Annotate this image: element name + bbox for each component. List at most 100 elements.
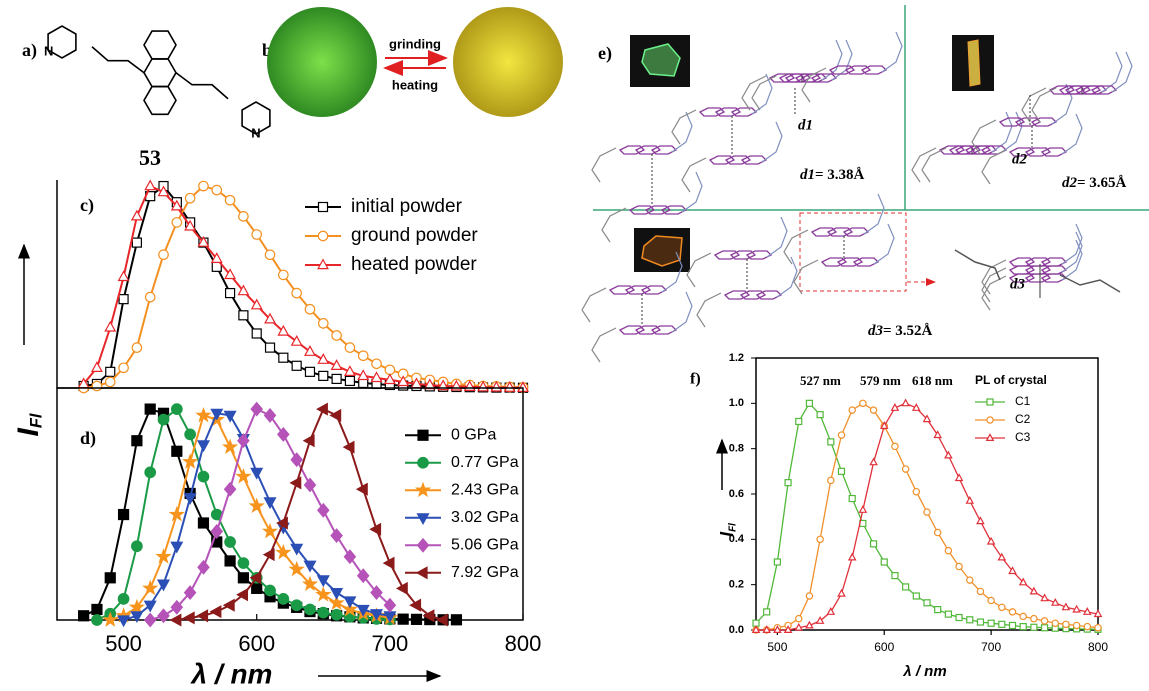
- ring: [810, 73, 838, 83]
- marker: [435, 613, 448, 627]
- highlight-box: [799, 212, 907, 292]
- marker: [183, 493, 197, 505]
- legend-label: C1: [1015, 394, 1031, 408]
- y-tick-label: 0.8: [729, 443, 744, 455]
- marker: [1050, 597, 1060, 606]
- ring: [778, 73, 806, 83]
- marker: [224, 194, 236, 206]
- marker: [224, 536, 236, 548]
- side-ring: [671, 291, 693, 333]
- marker: [341, 600, 358, 617]
- legend-label: 3.02 GPa: [451, 509, 519, 526]
- marker: [197, 517, 210, 529]
- marker: [955, 562, 963, 571]
- marker: [209, 605, 222, 619]
- marker: [184, 428, 196, 441]
- ring: [713, 250, 741, 260]
- side-ring: [1061, 239, 1083, 281]
- marker: [331, 330, 342, 341]
- marker: [816, 535, 824, 544]
- marker: [827, 476, 835, 485]
- marker: [91, 614, 103, 626]
- marker: [416, 537, 430, 553]
- marker: [304, 303, 316, 315]
- marker: [869, 457, 878, 466]
- ring: [998, 117, 1026, 127]
- x-tick-label: 800: [1088, 640, 1108, 654]
- side-ring: [766, 216, 788, 258]
- marker: [237, 284, 250, 296]
- series-line: [83, 184, 524, 389]
- marker: [264, 584, 276, 597]
- marker: [331, 373, 342, 385]
- process-label: grinding: [389, 36, 441, 51]
- marker: [224, 268, 237, 280]
- marker: [118, 294, 129, 305]
- marker: [355, 482, 368, 496]
- marker: [184, 219, 197, 231]
- marker: [197, 559, 210, 575]
- marker: [144, 291, 156, 303]
- marker: [923, 508, 931, 516]
- ring: [938, 145, 966, 155]
- marker: [275, 544, 292, 560]
- marker: [222, 598, 235, 612]
- marker: [117, 508, 130, 521]
- marker: [879, 421, 889, 429]
- ring: [143, 85, 177, 116]
- distance-symbol: d2: [1062, 175, 1078, 191]
- side-ring: [981, 259, 1007, 295]
- marker: [317, 606, 330, 619]
- marker: [91, 380, 103, 392]
- distance-symbol: d2: [1012, 151, 1028, 167]
- marker: [211, 184, 223, 196]
- marker: [998, 603, 1006, 612]
- marker: [763, 608, 771, 616]
- marker: [794, 614, 803, 623]
- legend-label: C3: [1015, 430, 1031, 444]
- marker: [356, 604, 370, 617]
- marker: [131, 237, 142, 248]
- marker: [922, 414, 932, 423]
- marker: [944, 450, 953, 459]
- marker: [1029, 586, 1039, 595]
- marker: [184, 192, 196, 204]
- marker: [805, 399, 814, 407]
- marker: [795, 417, 803, 426]
- distance-value: = 3.38Å: [815, 167, 865, 183]
- panel-label: e): [598, 43, 612, 64]
- side-ring: [751, 75, 777, 111]
- y-axis-label: IFl: [717, 523, 738, 537]
- marker: [237, 557, 250, 569]
- marker: [171, 217, 183, 228]
- y-axis-label-main: I: [12, 428, 45, 437]
- marker: [90, 361, 103, 372]
- side-ring: [911, 147, 937, 183]
- marker: [288, 560, 305, 577]
- marker: [1040, 624, 1049, 632]
- side-ring: [971, 119, 997, 155]
- side-ring: [761, 121, 783, 163]
- marker: [304, 366, 316, 377]
- marker: [156, 579, 171, 592]
- marker: [170, 199, 183, 211]
- marker: [251, 328, 262, 339]
- marker: [290, 452, 303, 468]
- marker: [301, 575, 319, 592]
- side-ring: [981, 149, 1007, 185]
- side-ring: [1031, 87, 1057, 123]
- side-ring: [783, 229, 809, 265]
- marker: [912, 592, 920, 600]
- legend-label: 2.43 GPa: [451, 481, 519, 498]
- marker: [317, 502, 330, 518]
- marker: [826, 607, 836, 615]
- side-ring: [801, 67, 827, 103]
- marker: [837, 431, 846, 439]
- marker: [238, 211, 249, 222]
- marker: [986, 416, 994, 424]
- side-ring: [793, 259, 819, 295]
- marker: [102, 611, 119, 627]
- marker: [330, 359, 343, 370]
- side-ring: [1101, 51, 1123, 93]
- legend-label: initial powder: [351, 196, 463, 217]
